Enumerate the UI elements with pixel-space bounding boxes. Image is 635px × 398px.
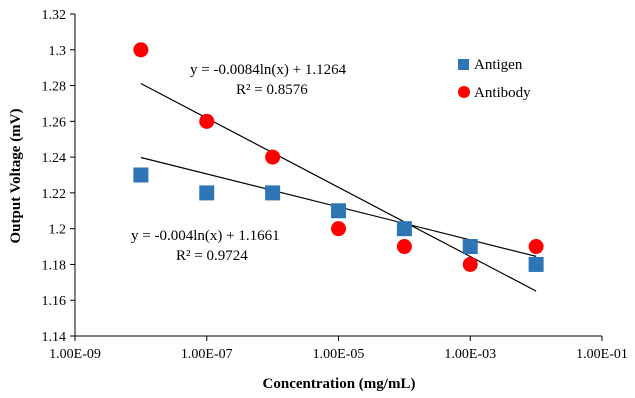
x-tick-label: 1.00E-01 — [576, 347, 628, 362]
y-tick-label: 1.26 — [42, 115, 67, 130]
antigen-equation: y = -0.004ln(x) + 1.1661 — [131, 228, 280, 244]
legend-label-antibody: Antibody — [474, 85, 531, 101]
y-tick-label: 1.16 — [42, 294, 67, 309]
antibody-point — [528, 239, 544, 255]
antigen-point — [396, 221, 412, 237]
data-points — [133, 42, 544, 272]
antibody-point — [462, 256, 478, 272]
y-tick-label: 1.32 — [42, 8, 67, 23]
antigen-point — [265, 185, 281, 201]
y-axis-title: Output Voltage (mV) — [8, 108, 24, 243]
antibody-equation: y = -0.0084ln(x) + 1.1264 — [190, 62, 347, 78]
antigen-r2: R² = 0.9724 — [176, 248, 248, 264]
antibody-point — [331, 221, 346, 237]
antigen-point — [528, 256, 544, 272]
y-tick-label: 1.22 — [42, 187, 67, 202]
antibody-point — [133, 42, 149, 58]
antigen-point — [331, 203, 346, 219]
axes: 1.00E-09 1.00E-07 1.00E-05 1.00E-03 1.00E-01… — [42, 8, 628, 362]
legend: Antigen Antibody — [458, 57, 531, 101]
y-tick-label: 1.24 — [42, 151, 67, 166]
antigen-point — [462, 239, 478, 255]
y-ticks: 1.14 1.16 1.18 1.2 1.22 1.24 1.26 1.28 1.3 1.32 — [42, 8, 75, 345]
legend-marker-antibody — [458, 86, 470, 98]
x-ticks: 1.00E-09 1.00E-07 1.00E-05 1.00E-03 1.00E-01 — [49, 336, 628, 362]
y-tick-label: 1.3 — [49, 44, 67, 59]
y-tick-label: 1.2 — [49, 223, 67, 238]
legend-marker-antigen — [458, 59, 469, 70]
equation-annotations: y = -0.0084ln(x) + 1.1264 R² = 0.8576 y … — [131, 62, 347, 264]
x-tick-label: 1.00E-07 — [181, 347, 233, 362]
x-tick-label: 1.00E-05 — [313, 347, 365, 362]
y-tick-label: 1.14 — [42, 330, 67, 345]
legend-label-antigen: Antigen — [474, 57, 523, 73]
antibody-r2: R² = 0.8576 — [236, 82, 308, 98]
antibody-point — [265, 149, 281, 165]
y-tick-label: 1.28 — [42, 80, 67, 95]
x-tick-label: 1.00E-03 — [444, 347, 496, 362]
antigen-point — [133, 167, 149, 183]
x-tick-label: 1.00E-09 — [49, 347, 101, 362]
antigen-point — [199, 185, 215, 201]
y-tick-label: 1.18 — [42, 258, 67, 273]
antibody-point — [396, 239, 412, 255]
antibody-point — [199, 113, 215, 129]
x-axis-title: Concentration (mg/mL) — [263, 376, 416, 392]
